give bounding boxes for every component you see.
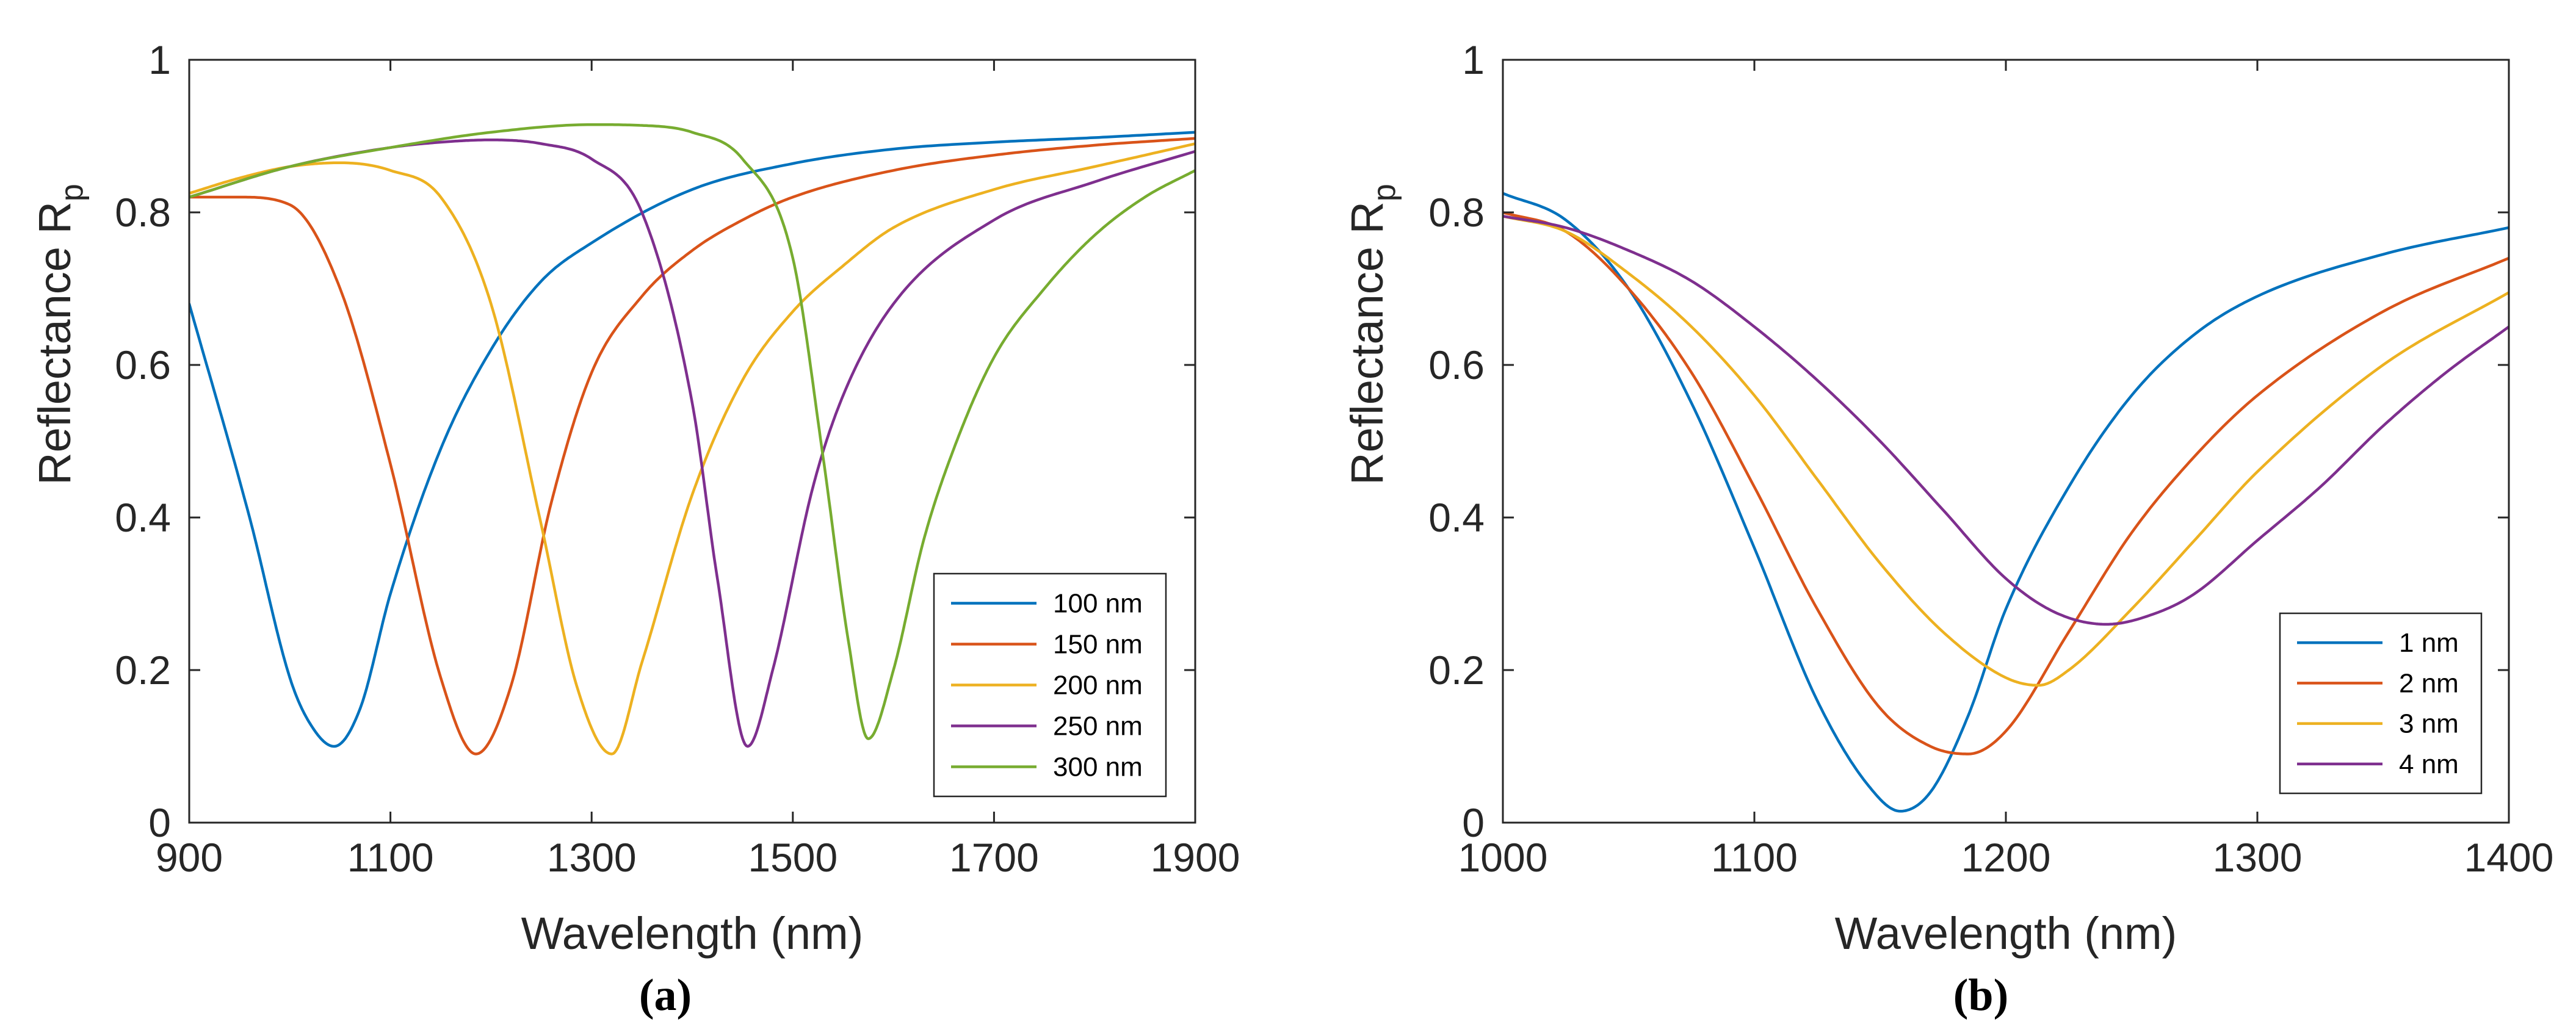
- x-tick-label: 1300: [2213, 835, 2303, 880]
- x-tick-label: 1000: [1458, 835, 1548, 880]
- y-axis-label-a: Reflectance Rp: [29, 184, 90, 485]
- plot-area-a: 900 1100 1300 1500 1700 1900 0 0.2 0.4 0.6 0.8 1 100…: [115, 37, 1240, 880]
- series-line-1-nm: [1503, 192, 2509, 813]
- x-axis-label-b: Wavelength (nm): [1835, 908, 2177, 959]
- axes-box-a: [188, 59, 1196, 824]
- y-tick-label: 0.4: [115, 495, 171, 540]
- series-line-2-nm: [1503, 211, 2509, 756]
- panel-label-b: (b): [1953, 970, 2008, 1020]
- y-tick-label: 0.6: [115, 342, 171, 388]
- legend-label: 3 nm: [2399, 709, 2459, 739]
- y-tick-label: 0.8: [1428, 190, 1485, 235]
- legend-label: 4 nm: [2399, 749, 2459, 779]
- plot-area-b: 1000 1100 1200 1300 1400 0 0.2 0.4 0.6 0.8 1 1 nm 2 …: [1428, 37, 2553, 880]
- series-line-300-nm: [189, 123, 1195, 740]
- x-tick-label: 1300: [547, 835, 637, 880]
- series-line-150-nm: [189, 137, 1195, 756]
- x-axis-label-a: Wavelength (nm): [521, 908, 864, 959]
- y-tick-label: 1: [1462, 37, 1485, 82]
- y-axis-label-b: Reflectance Rp: [1342, 184, 1402, 485]
- legend-a: 100 nm 150 nm 200 nm 250 nm 300 nm: [933, 572, 1167, 798]
- y-tick-label: 1: [148, 37, 171, 82]
- y-tick-label: 0.2: [1428, 647, 1485, 693]
- panel-b: 1000 1100 1200 1300 1400 0 0.2 0.4 0.6 0.8 1 1 nm 2 …: [1342, 37, 2553, 1020]
- y-tick-label: 0: [1462, 800, 1485, 845]
- series-line-4-nm: [1503, 215, 2509, 626]
- x-tick-label: 1400: [2464, 835, 2554, 880]
- legend-b: 1 nm 2 nm 3 nm 4 nm: [2279, 612, 2483, 795]
- legend-label: 1 nm: [2399, 628, 2459, 658]
- series-line-3-nm: [1503, 215, 2509, 687]
- y-tick-label: 0.6: [1428, 342, 1485, 388]
- legend-label: 150 nm: [1053, 630, 1143, 660]
- x-tick-label: 1700: [949, 835, 1039, 880]
- legend-label: 100 nm: [1053, 589, 1143, 619]
- y-tick-label: 0: [148, 800, 171, 845]
- series-line-200-nm: [189, 142, 1195, 756]
- legend-label: 250 nm: [1053, 712, 1143, 741]
- panel-a: 900 1100 1300 1500 1700 1900 0 0.2 0.4 0.6 0.8 1 100…: [29, 37, 1240, 1020]
- x-tick-label: 1100: [1711, 835, 1798, 880]
- legend-label: 2 nm: [2399, 668, 2459, 698]
- x-tick-label: 1100: [347, 835, 434, 880]
- panel-label-a: (a): [639, 970, 692, 1020]
- x-tick-label: 1900: [1151, 835, 1240, 880]
- x-tick-label: 1500: [748, 835, 838, 880]
- legend-label: 200 nm: [1053, 671, 1143, 701]
- y-tick-label: 0.2: [115, 647, 171, 693]
- series-group-b: [1503, 192, 2509, 813]
- legend-label: 300 nm: [1053, 752, 1143, 782]
- series-line-250-nm: [189, 139, 1195, 748]
- x-tick-label: 1200: [1961, 835, 2051, 880]
- series-line-100-nm: [189, 131, 1195, 748]
- series-group-a: [189, 123, 1195, 756]
- x-tick-label: 900: [156, 835, 223, 880]
- y-tick-label: 0.8: [115, 190, 171, 235]
- y-tick-label: 0.4: [1428, 495, 1485, 540]
